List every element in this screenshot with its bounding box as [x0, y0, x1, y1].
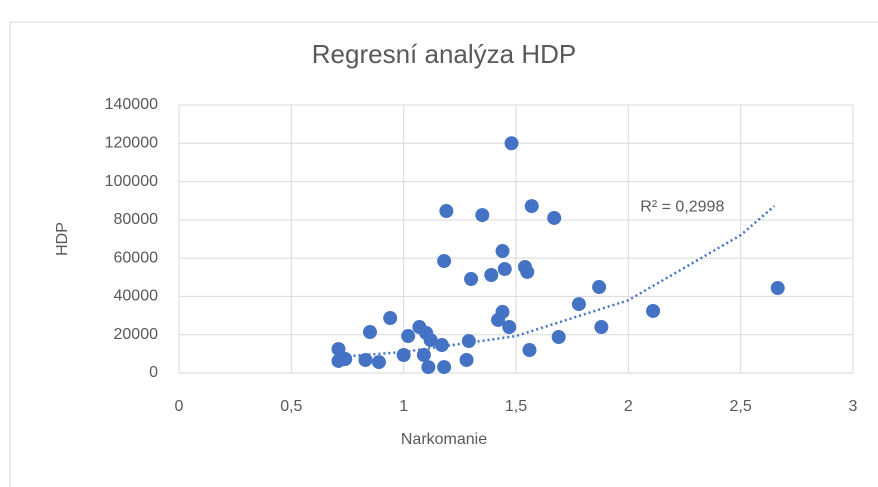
y-tick-label: 100000: [105, 173, 158, 190]
x-tick-label: 1: [399, 398, 408, 415]
y-tick-label: 80000: [114, 211, 159, 228]
scatter-point: [571, 297, 586, 312]
scatter-point: [497, 262, 512, 277]
x-tick-label: 0: [175, 398, 184, 415]
y-tick-label: 140000: [105, 96, 158, 113]
x-tick-label: 3: [849, 398, 858, 415]
scatter-point: [770, 281, 785, 296]
y-tick-label: 20000: [114, 326, 159, 343]
scatter-point: [592, 280, 607, 295]
scatter-point: [495, 244, 510, 259]
scatter-point: [437, 360, 452, 375]
scatter-point: [437, 254, 452, 269]
scatter-point: [502, 320, 517, 335]
scatter-point: [547, 210, 562, 225]
scatter-point: [459, 352, 474, 367]
scatter-point: [594, 320, 609, 335]
scatter-point: [421, 360, 436, 375]
y-tick-label: 40000: [114, 288, 159, 305]
scatter-point: [461, 334, 476, 349]
scatter-point: [396, 348, 411, 363]
scatter-point: [338, 352, 353, 367]
scatter-point: [423, 333, 438, 348]
scatter-point: [522, 343, 537, 358]
scatter-point: [464, 272, 479, 287]
x-tick-label: 0,5: [280, 398, 302, 415]
scatter-point: [331, 342, 346, 357]
scatter-point: [484, 267, 499, 282]
scatter-point: [401, 329, 416, 344]
scatter-point: [371, 355, 386, 370]
scatter-point: [504, 136, 519, 151]
scatter-point: [646, 303, 661, 318]
y-tick-label: 60000: [114, 249, 159, 266]
scatter-point: [439, 204, 454, 219]
scatter-point: [524, 199, 539, 214]
scatter-point: [491, 312, 506, 327]
x-tick-label: 1,5: [505, 398, 527, 415]
chart-title: Regresní analýza HDP: [312, 39, 576, 69]
x-tick-label: 2: [624, 398, 633, 415]
x-tick-label: 2,5: [730, 398, 752, 415]
trendline-label: R² = 0,2998: [640, 198, 724, 215]
y-tick-label: 120000: [105, 135, 158, 152]
scatter-point: [416, 348, 431, 363]
y-tick-label: 0: [149, 364, 158, 381]
scatter-point: [383, 311, 398, 326]
y-axis-title: HDP: [54, 222, 71, 256]
scatter-point: [362, 325, 377, 340]
scatter-point: [520, 264, 535, 279]
scatter-point: [475, 208, 490, 223]
scatter-point: [434, 338, 449, 353]
x-axis-title: Narkomanie: [401, 431, 487, 448]
scatter-point: [551, 330, 566, 345]
scatter-point: [358, 352, 373, 367]
